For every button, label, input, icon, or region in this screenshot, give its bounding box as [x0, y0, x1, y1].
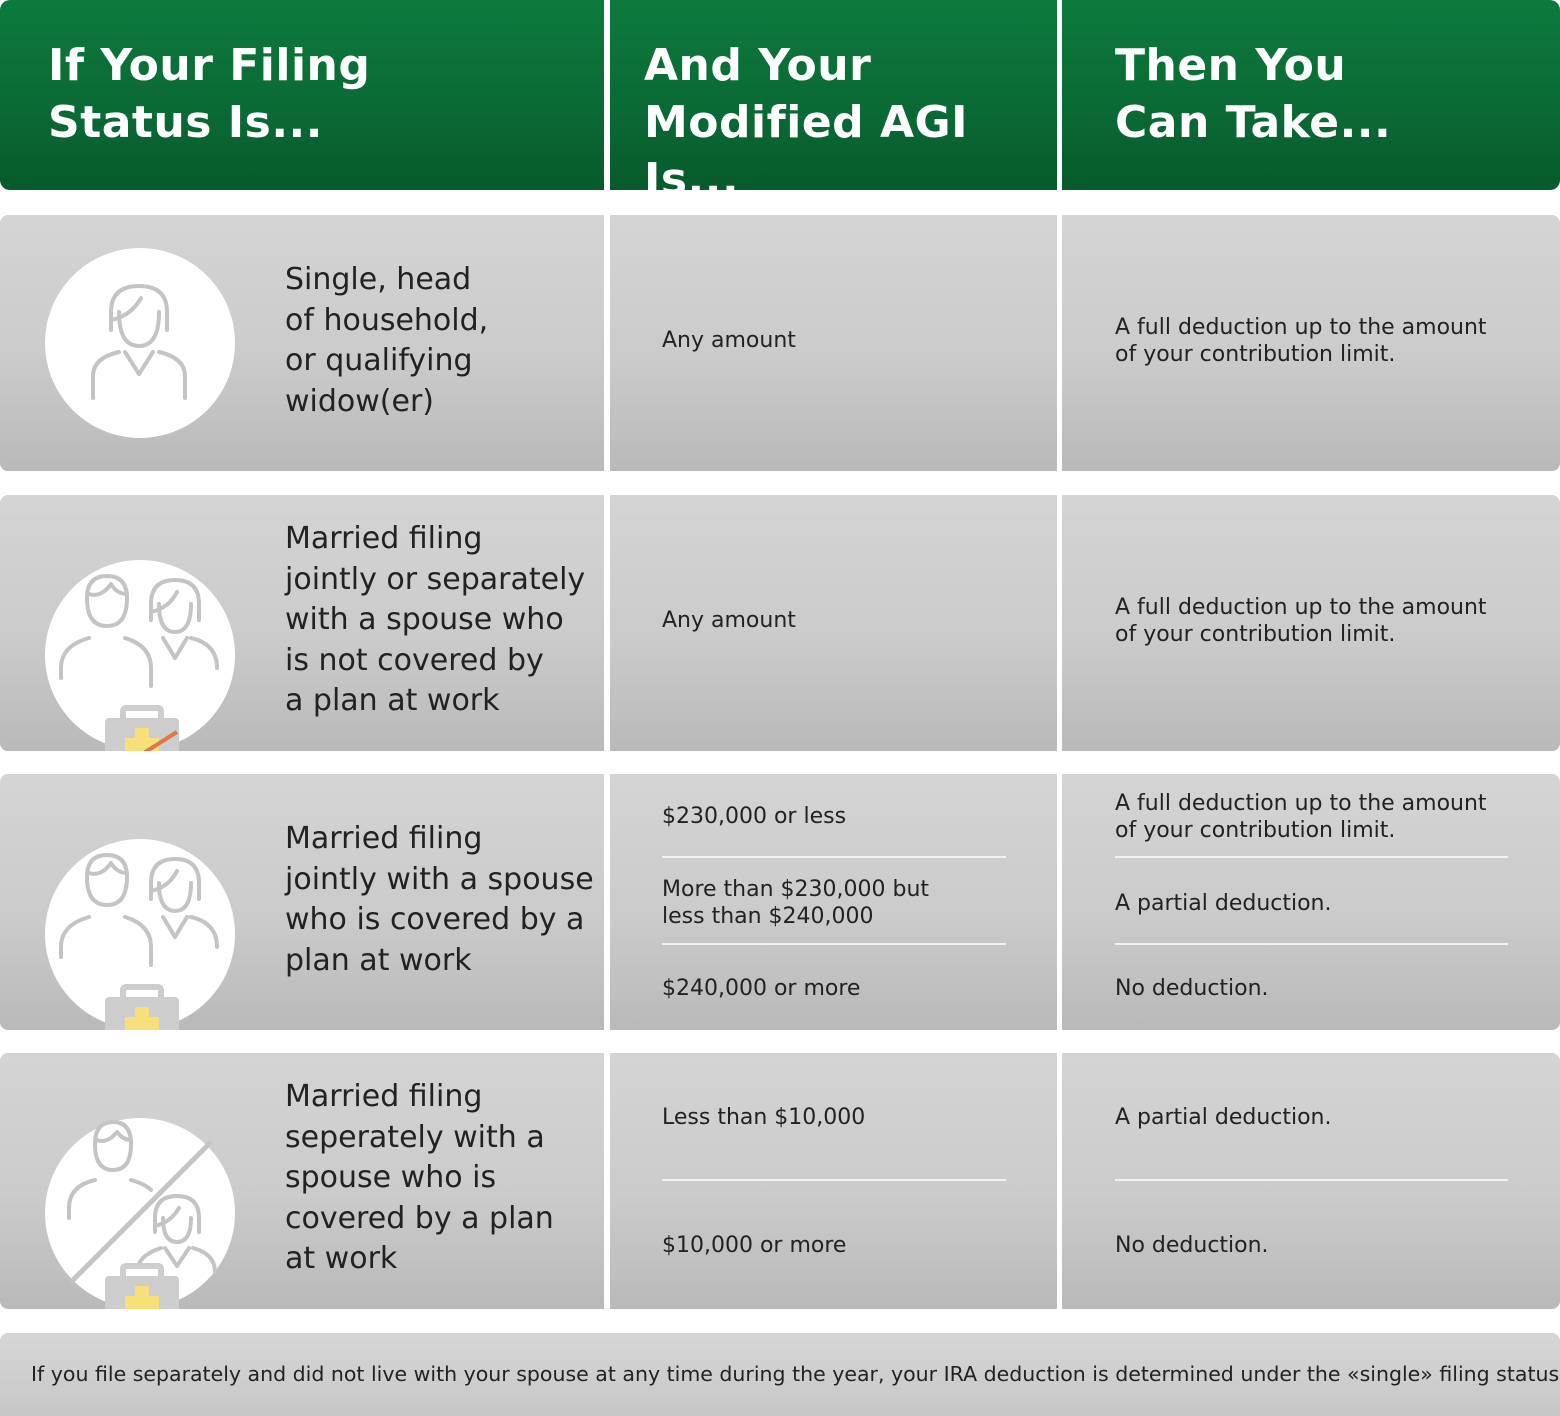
deduction-value: A partial deduction.	[1115, 1105, 1332, 1130]
header-filing-status: If Your Filing Status Is...	[0, 0, 604, 190]
row-divider	[1115, 1179, 1508, 1181]
separated-couple-workplace-plan-icon	[45, 1118, 235, 1309]
deduction-value: A full deduction up to the amount of you…	[1115, 595, 1487, 647]
filing-status-text: Married filing seperately with a spouse …	[285, 1079, 554, 1276]
single-person-icon	[45, 248, 235, 438]
deduction-cell: A full deduction up to the amount of you…	[1062, 495, 1560, 751]
footer-note: If you file separately and did not live …	[0, 1333, 1560, 1416]
filing-status-cell: Married filing jointly with a spouse who…	[0, 774, 604, 1030]
filing-status-text: Single, head of household, or qualifying…	[285, 262, 489, 419]
agi-value: Any amount	[662, 608, 796, 633]
row-divider	[1115, 943, 1508, 945]
agi-value: Less than $10,000	[662, 1105, 866, 1130]
agi-value: More than $230,000 but less than $240,00…	[662, 877, 930, 929]
agi-cell: Any amount	[610, 495, 1057, 751]
filing-status-text: Married filing jointly or separately wit…	[285, 521, 586, 718]
deduction-value: A partial deduction.	[1115, 891, 1332, 916]
couple-workplace-plan-icon	[45, 839, 235, 1030]
agi-value: $10,000 or more	[662, 1233, 847, 1258]
header-filing-status-label: If Your Filing Status Is...	[48, 40, 371, 148]
agi-value: Any amount	[662, 328, 796, 353]
header-modified-agi: And Your Modified AGI Is...	[610, 0, 1057, 205]
deduction-value: No deduction.	[1115, 976, 1269, 1001]
header-modified-agi-label: And Your Modified AGI Is...	[644, 40, 969, 205]
filing-status-cell: Single, head of household, or qualifying…	[0, 215, 604, 471]
deduction-value: A full deduction up to the amount of you…	[1115, 791, 1487, 843]
row-divider	[1115, 856, 1508, 858]
row-divider	[662, 1179, 1006, 1181]
header-deduction: Then You Can Take...	[1062, 0, 1560, 190]
deduction-cell: A full deduction up to the amount of you…	[1062, 774, 1560, 1030]
deduction-value: A full deduction up to the amount of you…	[1115, 315, 1487, 367]
footer-note-text: If you file separately and did not live …	[31, 1362, 1560, 1386]
deduction-cell: A full deduction up to the amount of you…	[1062, 215, 1560, 471]
filing-status-text: Married filing jointly with a spouse who…	[285, 821, 594, 978]
agi-value: $240,000 or more	[662, 976, 861, 1001]
row-divider	[662, 856, 1006, 858]
header-deduction-label: Then You Can Take...	[1115, 40, 1392, 148]
agi-cell: $230,000 or less More than $230,000 but …	[610, 774, 1057, 1030]
filing-status-cell: Married filing seperately with a spouse …	[0, 1053, 604, 1309]
deduction-value: No deduction.	[1115, 1233, 1269, 1258]
agi-cell: Any amount	[610, 215, 1057, 471]
agi-value: $230,000 or less	[662, 804, 847, 829]
filing-status-cell: Married filing jointly or separately wit…	[0, 495, 604, 751]
row-divider	[662, 943, 1006, 945]
couple-no-workplace-plan-icon	[45, 560, 235, 751]
deduction-cell: A partial deduction. No deduction.	[1062, 1053, 1560, 1309]
agi-cell: Less than $10,000 $10,000 or more	[610, 1053, 1057, 1309]
